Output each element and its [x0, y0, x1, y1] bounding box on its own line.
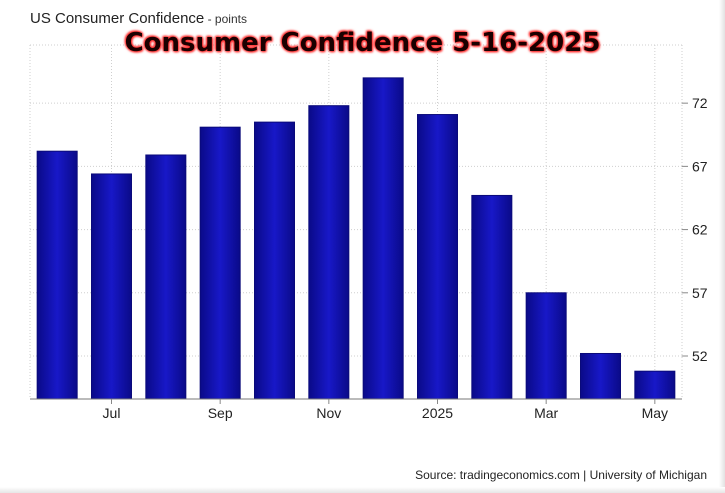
chart-header-unit: - points — [204, 12, 247, 26]
y-tick-label: 52 — [692, 348, 708, 364]
overlay-title: Consumer Confidence 5-16-2025 — [124, 28, 601, 58]
x-tick-label: 2025 — [422, 405, 453, 421]
x-tick-label: May — [642, 405, 668, 421]
right-edge-shadow — [719, 0, 725, 493]
y-tick-label: 67 — [692, 158, 708, 174]
x-tick-label: Jul — [103, 405, 121, 421]
x-tick-label: Mar — [534, 405, 558, 421]
y-tick-label: 72 — [692, 95, 708, 111]
bar-jul-2024 — [91, 173, 132, 400]
y-tick-label: 57 — [692, 285, 708, 301]
bar-aug-2024 — [145, 154, 187, 400]
bar-jun-2024 — [36, 150, 78, 400]
axis-layer: 52 57 62 67 72 Jul Sep Nov 2025 Mar May — [30, 95, 708, 421]
y-tick-label: 62 — [692, 222, 708, 238]
bar-may-2025 — [634, 370, 676, 400]
source-credit: Source: tradingeconomics.com | Universit… — [415, 468, 707, 482]
bar-apr-2025 — [580, 352, 621, 400]
bar-oct-2024 — [254, 121, 295, 400]
chart-header: US Consumer Confidence - points — [30, 10, 247, 27]
chart-header-title: US Consumer Confidence — [30, 10, 205, 27]
bar-mar-2025 — [525, 292, 567, 400]
bottom-edge-shadow — [0, 487, 725, 493]
bar-dec-2024 — [362, 77, 404, 400]
bar-jan-2025 — [417, 114, 458, 400]
x-tick-label: Sep — [208, 405, 233, 421]
bar-layer — [36, 77, 676, 400]
bar-feb-2025 — [471, 194, 513, 400]
bar-sep-2024 — [199, 126, 241, 400]
x-tick-label: Nov — [316, 405, 341, 421]
bar-nov-2024 — [308, 105, 350, 400]
